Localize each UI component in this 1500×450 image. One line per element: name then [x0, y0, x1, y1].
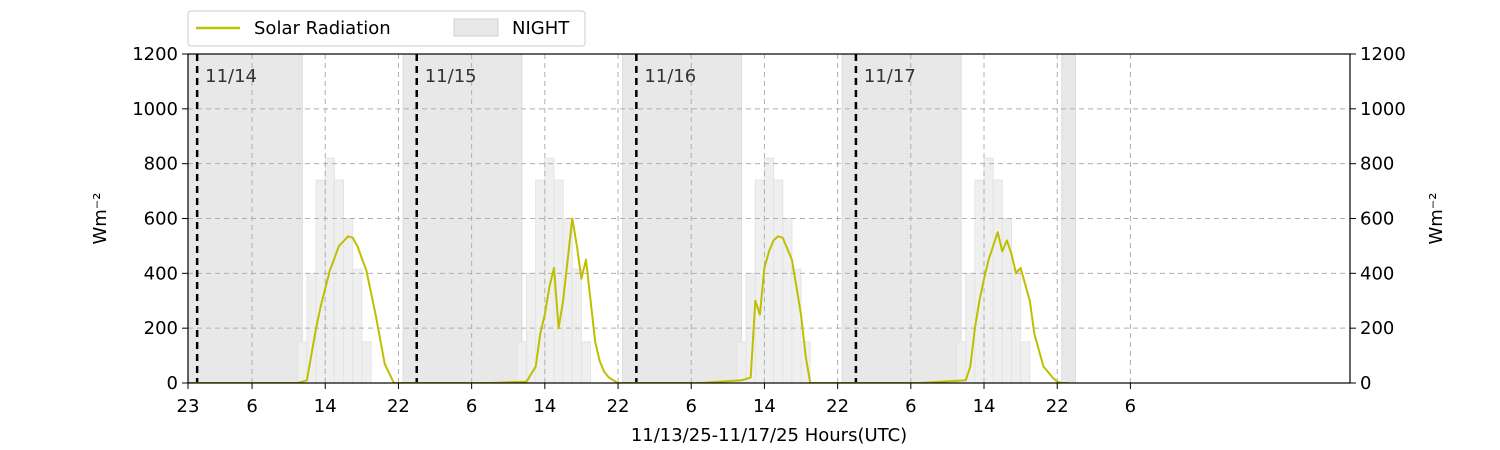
clear-sky-bar	[562, 218, 573, 383]
x-tick-label: 14	[314, 396, 337, 417]
y-tick-label-right: 1000	[1360, 99, 1406, 120]
y-axis-title-left: Wm⁻²	[90, 192, 111, 244]
clear-sky-bar	[361, 341, 372, 383]
x-tick-label: 22	[607, 396, 630, 417]
x-tick-label: 6	[905, 396, 916, 417]
clear-sky-bar	[1010, 268, 1022, 383]
legend-label-solar: Solar Radiation	[254, 18, 391, 39]
clear-sky-bar	[773, 179, 784, 383]
day-marker-label: 11/17	[864, 66, 916, 87]
y-axis-title-right: Wm⁻²	[1426, 192, 1447, 244]
clear-sky-bar	[343, 218, 354, 383]
y-tick-label-left: 600	[144, 209, 178, 230]
clear-sky-bar	[1020, 341, 1031, 383]
y-tick-label-right: 400	[1360, 263, 1394, 284]
x-tick-label: 6	[466, 396, 477, 417]
y-tick-label-right: 800	[1360, 154, 1394, 175]
y-tick-label-left: 400	[144, 263, 178, 284]
y-tick-label-left: 1000	[132, 99, 178, 120]
x-axis-title: 11/13/25-11/17/25 Hours(UTC)	[631, 425, 907, 446]
y-tick-label-left: 200	[144, 318, 178, 339]
clear-sky-bar	[956, 341, 967, 383]
clear-sky-bar	[571, 268, 582, 383]
clear-sky-bar	[297, 341, 308, 383]
clear-sky-bar	[516, 341, 528, 383]
x-tick-label: 6	[686, 396, 697, 417]
x-tick-label: 14	[973, 396, 996, 417]
legend-swatch-night	[453, 18, 499, 37]
x-tick-label: 14	[533, 396, 556, 417]
solar-radiation-line	[188, 217, 1070, 383]
clear-sky-bar	[736, 341, 747, 383]
y-tick-label-right: 600	[1360, 209, 1394, 230]
x-tick-label: 6	[246, 396, 257, 417]
x-tick-label: 6	[1125, 396, 1136, 417]
clear-sky-bar	[352, 268, 363, 383]
day-marker-label: 11/15	[425, 66, 477, 87]
x-tick-label: 22	[387, 396, 410, 417]
legend-label-night: NIGHT	[512, 18, 570, 39]
day-marker-label: 11/16	[644, 66, 696, 87]
x-tick-label: 14	[753, 396, 776, 417]
x-tick-label: 22	[826, 396, 849, 417]
y-tick-label-left: 1200	[132, 44, 178, 65]
x-tick-label: 23	[177, 396, 200, 417]
clear-sky-bar	[333, 179, 345, 383]
y-tick-label-left: 0	[167, 373, 178, 394]
clear-sky-bar	[763, 157, 775, 383]
y-tick-label-right: 200	[1360, 318, 1394, 339]
clear-sky-bar	[800, 341, 811, 383]
clear-sky-bar	[315, 179, 326, 383]
clear-sky-bar	[580, 341, 592, 383]
y-tick-label-left: 800	[144, 154, 178, 175]
x-tick-label: 22	[1046, 396, 1069, 417]
y-tick-label-right: 0	[1360, 373, 1371, 394]
y-tick-label-right: 1200	[1360, 44, 1406, 65]
plot-area	[188, 54, 1350, 383]
legend: Solar Radiation NIGHT	[187, 10, 586, 47]
clear-sky-bar	[992, 179, 1003, 383]
day-marker-label: 11/14	[205, 66, 257, 87]
